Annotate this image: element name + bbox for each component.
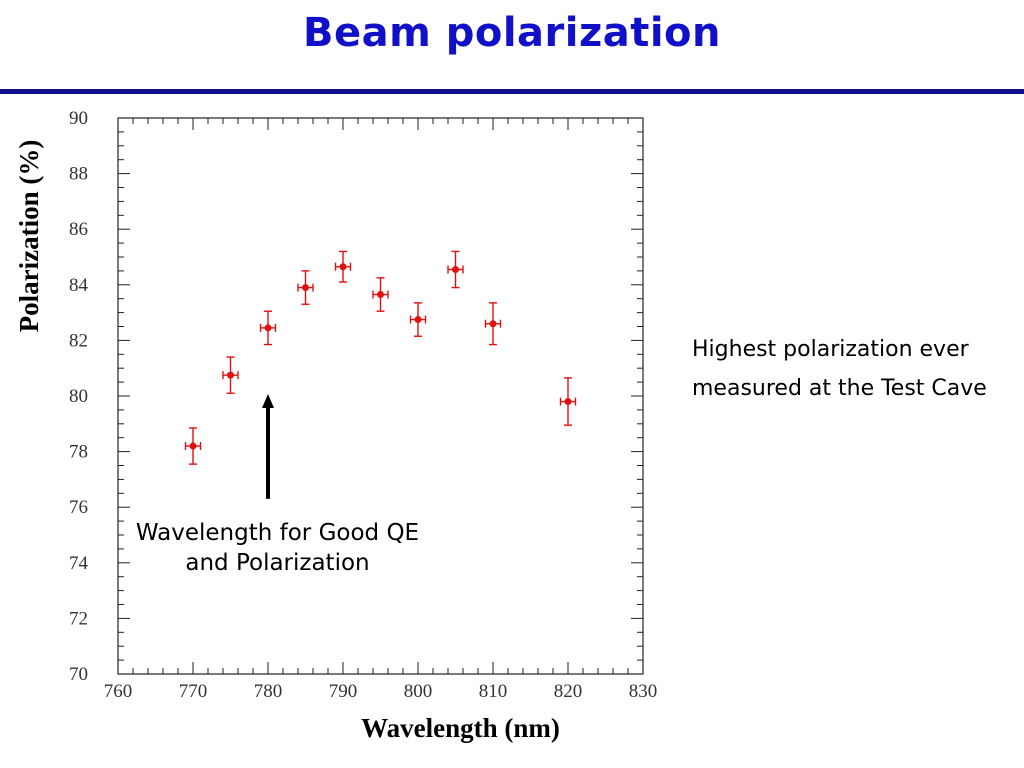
- point-marker: [264, 324, 272, 332]
- point-marker: [189, 442, 197, 450]
- slide-title: Beam polarization: [302, 10, 722, 56]
- data-point: [184, 427, 202, 465]
- x-tick-label: 760: [104, 681, 133, 702]
- point-marker: [452, 266, 459, 274]
- annotation-layer: [262, 394, 274, 499]
- x-tick-label: 780: [254, 681, 283, 702]
- x-tick-label: 770: [179, 681, 208, 702]
- x-tick-label: 800: [404, 681, 433, 702]
- y-tick-label: 70: [69, 664, 88, 685]
- data-point: [259, 310, 277, 346]
- data-point: [297, 270, 314, 305]
- y-tick-label: 86: [69, 219, 88, 240]
- y-tick-label: 82: [69, 330, 88, 351]
- y-axis-label: Polarization (%): [14, 140, 44, 333]
- data-point: [559, 377, 577, 426]
- y-tick-label: 78: [69, 442, 88, 463]
- y-tick-label: 72: [69, 608, 88, 629]
- data-point: [222, 356, 239, 394]
- callout-text: Wavelength for Good QE and Polarization: [135, 520, 420, 576]
- annotation-arrow-head: [262, 394, 274, 408]
- point-marker: [564, 398, 572, 406]
- point-marker: [377, 291, 384, 299]
- point-marker: [302, 284, 309, 292]
- data-points: [184, 250, 577, 465]
- data-point: [447, 250, 464, 289]
- y-tick-label: 80: [69, 386, 88, 407]
- point-marker: [489, 320, 497, 328]
- y-tick-label: 88: [69, 164, 88, 185]
- point-marker: [339, 263, 347, 271]
- data-point: [372, 277, 389, 312]
- y-tick-label: 76: [69, 497, 88, 518]
- data-point: [484, 302, 502, 346]
- point-marker: [414, 316, 422, 324]
- axes-ticks: [117, 117, 644, 675]
- plot-frame: [117, 117, 644, 675]
- x-tick-label: 820: [554, 681, 583, 702]
- side-note: Highest polarization ever measured at th…: [692, 337, 987, 401]
- data-point: [334, 250, 352, 283]
- x-tick-label: 790: [329, 681, 358, 702]
- y-tick-label: 74: [69, 553, 89, 574]
- x-axis-label: Wavelength (nm): [361, 713, 560, 743]
- data-point: [409, 302, 427, 337]
- y-tick-label: 84: [69, 275, 89, 296]
- x-tick-label: 810: [479, 681, 508, 702]
- point-marker: [227, 371, 234, 379]
- tick-labels: 760 770 780 790 800 810 820 830 70 72 74 76 78 80 82 84…: [69, 108, 657, 702]
- x-tick-label: 830: [629, 681, 658, 702]
- title-divider: [0, 89, 1024, 94]
- y-tick-label: 90: [69, 108, 88, 129]
